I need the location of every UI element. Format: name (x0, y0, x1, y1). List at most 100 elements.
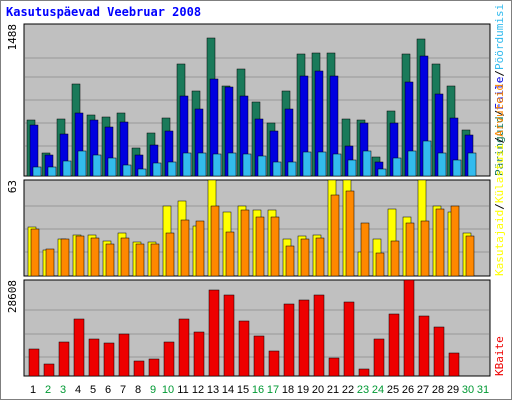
bottom-bar-kbytes-day-13 (208, 289, 220, 377)
day-label: 30 (462, 384, 474, 396)
day-label: 5 (90, 384, 96, 396)
bottom-bar-kbytes-day-15 (238, 320, 250, 377)
day-label: 26 (402, 384, 414, 396)
top-bar-hits-day-29 (452, 159, 462, 177)
legend-entry: Pöördumisi (493, 4, 506, 70)
mid-bar-sites-day-12 (195, 220, 205, 277)
top-bar-hits-day-14 (227, 152, 237, 177)
bottom-bar-kbytes-day-6 (103, 342, 115, 377)
bottom-bar-kbytes-day-11 (178, 318, 190, 377)
day-label: 6 (105, 384, 111, 396)
bottom-bar-kbytes-day-5 (88, 338, 100, 377)
bottom-bar-kbytes-day-4 (73, 318, 85, 377)
legend-entry: Päringuid (493, 116, 506, 176)
bottom-bar-kbytes-day-8 (133, 360, 145, 377)
mid-bar-sites-day-11 (180, 219, 190, 277)
bottom-bar-kbytes-day-3 (58, 341, 70, 377)
top-bar-hits-day-24 (377, 168, 387, 177)
legend-separator: / (493, 137, 506, 144)
bottom-bar-kbytes-day-21 (328, 357, 340, 377)
top-bar-hits-day-25 (392, 157, 402, 177)
day-label: 4 (75, 384, 81, 396)
mid-bar-sites-day-2 (45, 248, 55, 277)
mid-bar-sites-day-14 (225, 231, 235, 277)
day-label: 28 (432, 384, 444, 396)
mid-bar-sites-day-27 (420, 220, 430, 277)
top-bar-hits-day-12 (197, 152, 207, 177)
day-label: 9 (150, 384, 156, 396)
day-label: 10 (162, 384, 174, 396)
mid-bar-sites-day-5 (90, 237, 100, 277)
top-bar-hits-day-19 (302, 151, 312, 177)
bottom-bar-kbytes-day-1 (28, 348, 40, 377)
mid-max-label: 63 (6, 180, 19, 193)
legend-separator: / (493, 203, 506, 210)
day-label: 8 (135, 384, 141, 396)
mid-bar-sites-day-15 (240, 209, 250, 277)
legend-entry: Faile (493, 77, 506, 110)
mid-bar-sites-day-13 (210, 205, 220, 277)
day-label: 23 (357, 384, 369, 396)
day-label: 13 (207, 384, 219, 396)
top-bar-hits-day-28 (437, 152, 447, 177)
legend-entry: Külastusi (493, 144, 506, 204)
day-label: 19 (297, 384, 309, 396)
top-bar-hits-day-27 (422, 140, 432, 177)
chart-title: Kasutuspäevad Veebruar 2008 (6, 5, 202, 19)
mid-bar-sites-day-25 (390, 240, 400, 277)
mid-bar-sites-day-10 (165, 232, 175, 277)
mid-bar-sites-day-21 (330, 194, 340, 277)
day-label: 16 (252, 384, 264, 396)
top-bar-hits-day-8 (137, 168, 147, 177)
top-bar-hits-day-11 (182, 152, 192, 177)
top-max-label: 1488 (6, 24, 19, 51)
bottom-bar-kbytes-day-29 (448, 352, 460, 377)
day-label: 14 (222, 384, 234, 396)
top-bar-hits-day-16 (257, 155, 267, 177)
day-label: 2 (45, 384, 51, 396)
top-bar-hits-day-21 (332, 153, 342, 177)
day-label: 7 (120, 384, 126, 396)
top-bar-hits-day-15 (242, 153, 252, 177)
mid-bar-sites-day-22 (345, 190, 355, 277)
bottom-bar-kbytes-day-9 (148, 358, 160, 377)
bottom-bar-kbytes-day-17 (268, 350, 280, 377)
day-label: 17 (267, 384, 279, 396)
mid-bar-sites-day-30 (465, 235, 475, 277)
day-labels: 1 2 3 4 5 6 7 8 9 10 11 12 13 14 15 16 17 18 19 20 21 22 23 24 2… (30, 384, 489, 396)
top-bar-hits-day-26 (407, 150, 417, 177)
top-bar-hits-day-5 (92, 154, 102, 177)
top-legend: Päringuid/Faile/Pöördumisi (493, 4, 506, 176)
legends: Päringuid/Faile/PöördumisiKasutajaid/Kül… (493, 4, 506, 376)
mid-bar-sites-day-26 (405, 222, 415, 277)
day-label: 20 (312, 384, 324, 396)
bottom-bar-kbytes-day-20 (313, 294, 325, 377)
bottom-bar-kbytes-day-2 (43, 363, 55, 377)
mid-bar-sites-day-9 (150, 243, 160, 277)
legend-entry: Arvuteid (493, 84, 506, 137)
mid-bar-sites-day-19 (300, 238, 310, 277)
bottom-bar-kbytes-day-10 (163, 341, 175, 377)
top-bar-hits-day-22 (347, 159, 357, 177)
top-bar-hits-day-1 (32, 166, 42, 177)
top-bar-hits-day-4 (77, 150, 87, 177)
mid-bar-sites-day-6 (105, 243, 115, 277)
day-label: 1 (30, 384, 36, 396)
top-bar-hits-day-13 (212, 153, 222, 177)
bottom-bar-kbytes-day-27 (418, 315, 430, 377)
bottom-bar-kbytes-day-18 (283, 303, 295, 377)
bottom-bar-kbytes-day-22 (343, 301, 355, 377)
day-label: 15 (237, 384, 249, 396)
bottom-bar-kbytes-day-19 (298, 299, 310, 377)
mid-bar-sites-day-23 (360, 222, 370, 277)
day-label: 11 (177, 384, 188, 396)
top-bar-hits-day-20 (317, 151, 327, 177)
mid-bar-sites-day-18 (285, 245, 295, 277)
legend-separator: / (493, 70, 506, 77)
mid-bar-sites-day-20 (315, 237, 325, 277)
top-bar-hits-day-7 (122, 164, 132, 177)
bottom-bar-kbytes-day-28 (433, 326, 445, 377)
legend-entry: KBaite (493, 336, 506, 376)
bottom-bar-kbytes-day-25 (388, 313, 400, 377)
